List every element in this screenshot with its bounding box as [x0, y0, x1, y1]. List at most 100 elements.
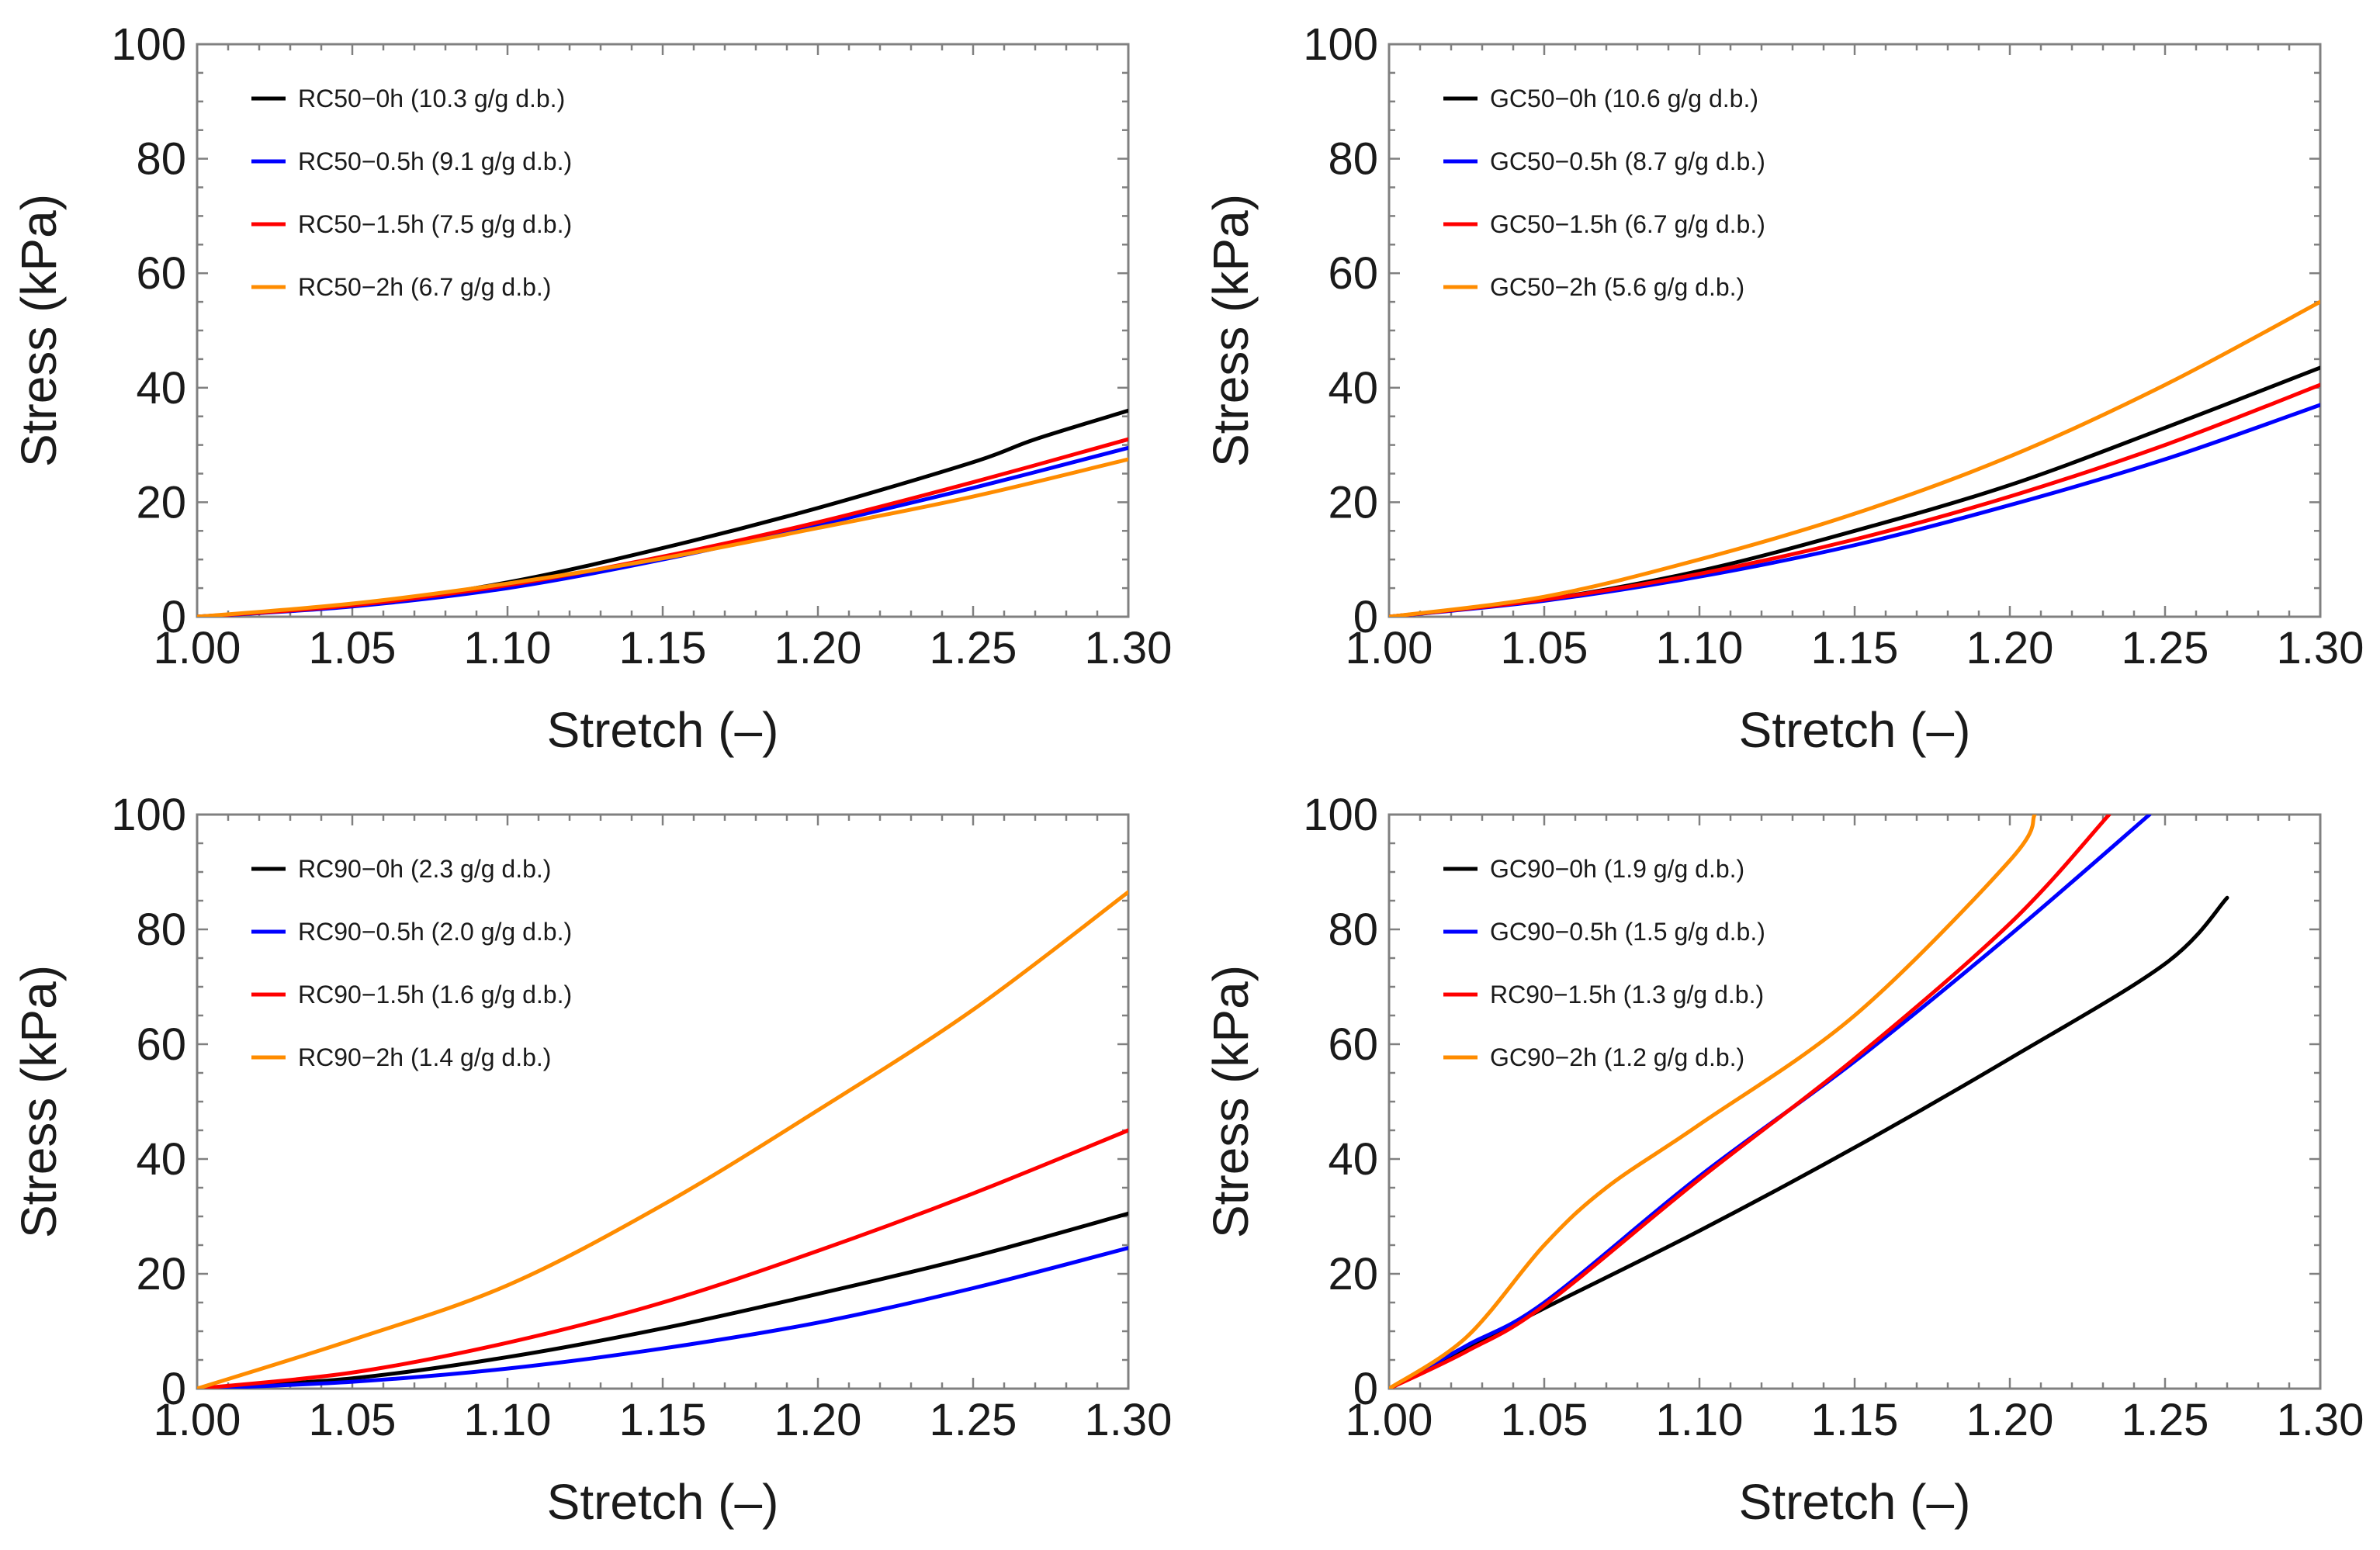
y-axis-title: Stress (kPa): [11, 965, 67, 1238]
x-tick-label: 1.15: [619, 1395, 707, 1445]
x-tick-label: 1.25: [930, 623, 1017, 673]
y-tick-label: 80: [1328, 905, 1378, 955]
y-tick-label: 0: [161, 592, 186, 642]
chart-panel-4: 0 20 40 60 80 100 1.00 1.05 1.10 1.15 1.20 1.25 1.3…: [1203, 790, 2364, 1530]
x-tick-label: 1.25: [930, 1395, 1017, 1445]
series-line-3: [197, 1128, 1128, 1389]
y-tick-label: 40: [1328, 363, 1378, 413]
legend-entry: GC90−0.5h (1.5 g/g d.b.): [1490, 918, 1765, 946]
plot-frame: [196, 43, 1130, 618]
legend-entry: GC50−0h (10.6 g/g d.b.): [1490, 85, 1758, 112]
y-tick-label: 40: [136, 1134, 186, 1185]
series-line-4: [1389, 815, 2037, 1389]
y-axis-title: Stress (kPa): [1203, 965, 1259, 1238]
legend-entry: RC90−0.5h (2.0 g/g d.b.): [298, 918, 572, 946]
x-axis-tick-labels: 1.00 1.05 1.10 1.15 1.20 1.25 1.30: [154, 623, 1173, 673]
y-tick-label: 100: [111, 19, 186, 70]
chart-panel-3: 0 20 40 60 80 100 1.00 1.05 1.10 1.15 1.20 1.25 1.3…: [11, 790, 1172, 1530]
series-line-1: [197, 408, 1128, 617]
legend-entry: GC50−0.5h (8.7 g/g d.b.): [1490, 147, 1765, 175]
x-tick-label: 1.30: [2277, 623, 2364, 673]
legend-entry: GC90−0h (1.9 g/g d.b.): [1490, 855, 1744, 883]
x-tick-label: 1.30: [1085, 1395, 1173, 1445]
y-tick-label: 100: [111, 790, 186, 840]
legend-entry: RC50−0.5h (9.1 g/g d.b.): [298, 147, 572, 175]
x-tick-label: 1.00: [154, 623, 241, 673]
x-axis-tick-labels: 1.00 1.05 1.10 1.15 1.20 1.25 1.30: [1346, 1395, 2364, 1445]
x-tick-label: 1.25: [2122, 1395, 2209, 1445]
x-tick-label: 1.10: [1656, 1395, 1744, 1445]
series-lines: [1389, 299, 2320, 617]
y-tick-label: 20: [1328, 1249, 1378, 1299]
plot-frame: [1387, 813, 2322, 1390]
y-axis-tick-labels: 0 20 40 60 80 100: [111, 790, 186, 1414]
series-line-4: [197, 457, 1128, 617]
y-tick-label: 60: [1328, 1019, 1378, 1070]
y-tick-label: 0: [1353, 592, 1378, 642]
x-axis-tick-labels: 1.00 1.05 1.10 1.15 1.20 1.25 1.30: [154, 1395, 1173, 1445]
y-tick-label: 60: [136, 1019, 186, 1070]
x-tick-label: 1.15: [1811, 623, 1899, 673]
y-tick-label: 20: [1328, 477, 1378, 528]
x-tick-label: 1.00: [154, 1395, 241, 1445]
series-line-1: [197, 1211, 1128, 1389]
legend-entry: GC50−2h (5.6 g/g d.b.): [1490, 273, 1744, 301]
x-axis-title: Stretch (–): [547, 1474, 779, 1530]
series-line-2: [197, 445, 1128, 617]
legend-entry: RC90−0h (2.3 g/g d.b.): [298, 855, 551, 883]
x-tick-label: 1.30: [1085, 623, 1173, 673]
legend: RC50−0h (10.3 g/g d.b.) RC50−0.5h (9.1 g/…: [251, 85, 572, 301]
series-line-4: [1389, 299, 2320, 617]
x-tick-label: 1.20: [774, 1395, 862, 1445]
series-line-2: [197, 1246, 1128, 1389]
series-line-2: [1389, 815, 2152, 1389]
series-lines: [197, 408, 1128, 617]
x-tick-label: 1.00: [1346, 623, 1433, 673]
x-axis-title: Stretch (–): [1739, 1474, 1971, 1530]
y-tick-label: 100: [1303, 19, 1378, 70]
y-tick-label: 80: [136, 905, 186, 955]
y-tick-label: 0: [1353, 1364, 1378, 1414]
y-tick-label: 80: [1328, 134, 1378, 185]
series-line-1: [1389, 365, 2320, 617]
y-axis-tick-labels: 0 20 40 60 80 100: [1303, 19, 1378, 642]
y-axis-tick-labels: 0 20 40 60 80 100: [1303, 790, 1378, 1414]
legend-entry: RC50−2h (6.7 g/g d.b.): [298, 273, 551, 301]
legend-entry: RC50−1.5h (7.5 g/g d.b.): [298, 210, 572, 238]
chart-panel-2: 0 20 40 60 80 100 1.00 1.05 1.10 1.15 1.20 1.25 1.3…: [1203, 19, 2364, 758]
y-tick-label: 40: [1328, 1134, 1378, 1185]
legend-entry: RC50−0h (10.3 g/g d.b.): [298, 85, 565, 112]
legend-entry: GC90−2h (1.2 g/g d.b.): [1490, 1043, 1744, 1071]
y-tick-label: 60: [1328, 248, 1378, 299]
series-lines: [1389, 815, 2229, 1389]
series-line-4: [197, 890, 1128, 1389]
y-tick-label: 20: [136, 1249, 186, 1299]
legend-entry: RC90−1.5h (1.3 g/g d.b.): [1490, 981, 1764, 1009]
x-tick-label: 1.20: [774, 623, 862, 673]
legend-entry: GC50−1.5h (6.7 g/g d.b.): [1490, 210, 1765, 238]
x-tick-label: 1.10: [464, 1395, 552, 1445]
series-line-3: [197, 437, 1128, 617]
x-tick-label: 1.15: [619, 623, 707, 673]
x-tick-label: 1.00: [1346, 1395, 1433, 1445]
x-tick-label: 1.30: [2277, 1395, 2364, 1445]
legend: GC50−0h (10.6 g/g d.b.) GC50−0.5h (8.7 g/…: [1443, 85, 1765, 301]
axis-ticks: [1387, 813, 2322, 1390]
y-axis-title: Stress (kPa): [11, 194, 67, 467]
x-tick-label: 1.10: [464, 623, 552, 673]
legend-entry: RC90−1.5h (1.6 g/g d.b.): [298, 981, 572, 1009]
series-line-2: [1389, 403, 2320, 617]
legend: RC90−0h (2.3 g/g d.b.) RC90−0.5h (2.0 g/g…: [251, 855, 572, 1071]
y-tick-label: 40: [136, 363, 186, 413]
y-tick-label: 20: [136, 477, 186, 528]
x-axis-tick-labels: 1.00 1.05 1.10 1.15 1.20 1.25 1.30: [1346, 623, 2364, 673]
x-tick-label: 1.05: [1501, 1395, 1588, 1445]
x-tick-label: 1.10: [1656, 623, 1744, 673]
series-line-1: [1389, 895, 2229, 1389]
x-axis-title: Stretch (–): [1739, 702, 1971, 758]
x-tick-label: 1.05: [1501, 623, 1588, 673]
x-tick-label: 1.05: [309, 1395, 397, 1445]
y-tick-label: 100: [1303, 790, 1378, 840]
series-line-3: [1389, 815, 2112, 1389]
chart-panel-1: 0 20 40 60 80 100 1.00 1.05 1.10 1.15 1.20 1.25 1.3…: [11, 19, 1172, 758]
